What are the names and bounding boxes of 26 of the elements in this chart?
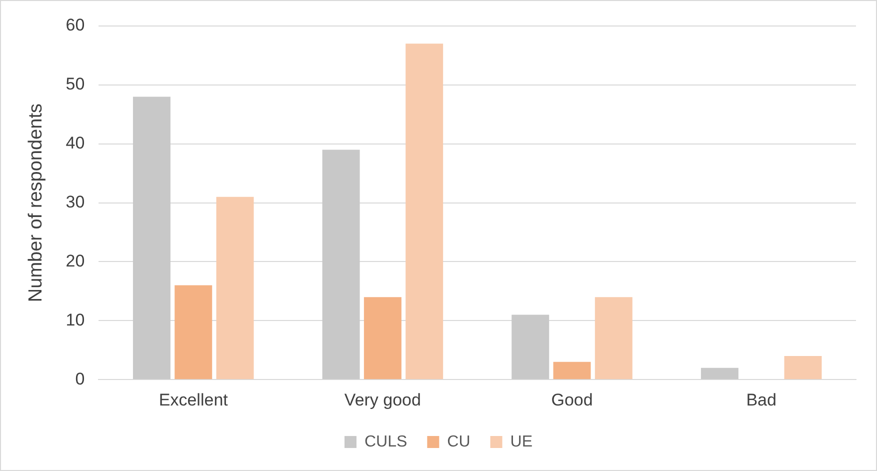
bar [594,297,632,380]
bar [553,362,591,380]
x-tick-label: Excellent [158,390,228,410]
bar [406,44,444,380]
bar [322,150,360,380]
y-axis-title: Number of respondents [26,104,47,302]
bar [784,356,822,380]
y-tick-label: 10 [66,310,85,330]
bar [512,314,550,380]
y-tick-label: 30 [66,192,85,212]
y-tick-label: 20 [66,251,85,270]
x-tick-label: Bad [746,390,776,410]
y-tick-label: 60 [66,16,85,35]
bar [700,368,738,380]
bar [364,297,402,380]
x-tick-label: Very good [344,390,421,410]
legend-label: CULS [364,433,408,450]
y-tick-label: 0 [75,369,85,388]
bar [132,96,170,380]
legend-label: UE [510,433,533,450]
bar [216,196,254,380]
bar [174,285,212,380]
x-tick-label: Good [551,390,593,410]
y-tick-label: 50 [66,74,85,94]
legend-label: CU [447,433,470,450]
y-tick-label: 40 [66,134,85,153]
